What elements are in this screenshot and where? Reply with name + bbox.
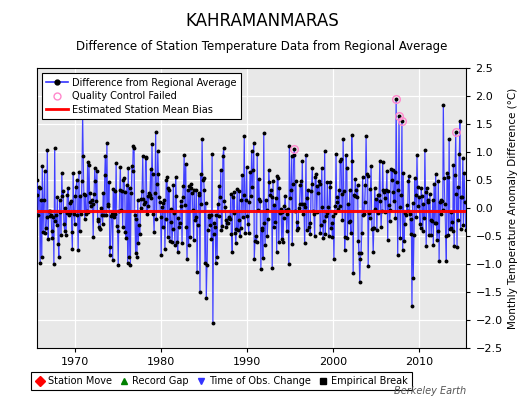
Text: KAHRAMANMARAS: KAHRAMANMARAS bbox=[185, 12, 339, 30]
Text: Berkeley Earth: Berkeley Earth bbox=[394, 386, 466, 396]
Text: Difference of Station Temperature Data from Regional Average: Difference of Station Temperature Data f… bbox=[77, 40, 447, 53]
Y-axis label: Monthly Temperature Anomaly Difference (°C): Monthly Temperature Anomaly Difference (… bbox=[508, 87, 518, 329]
Legend: Station Move, Record Gap, Time of Obs. Change, Empirical Break: Station Move, Record Gap, Time of Obs. C… bbox=[31, 372, 412, 390]
